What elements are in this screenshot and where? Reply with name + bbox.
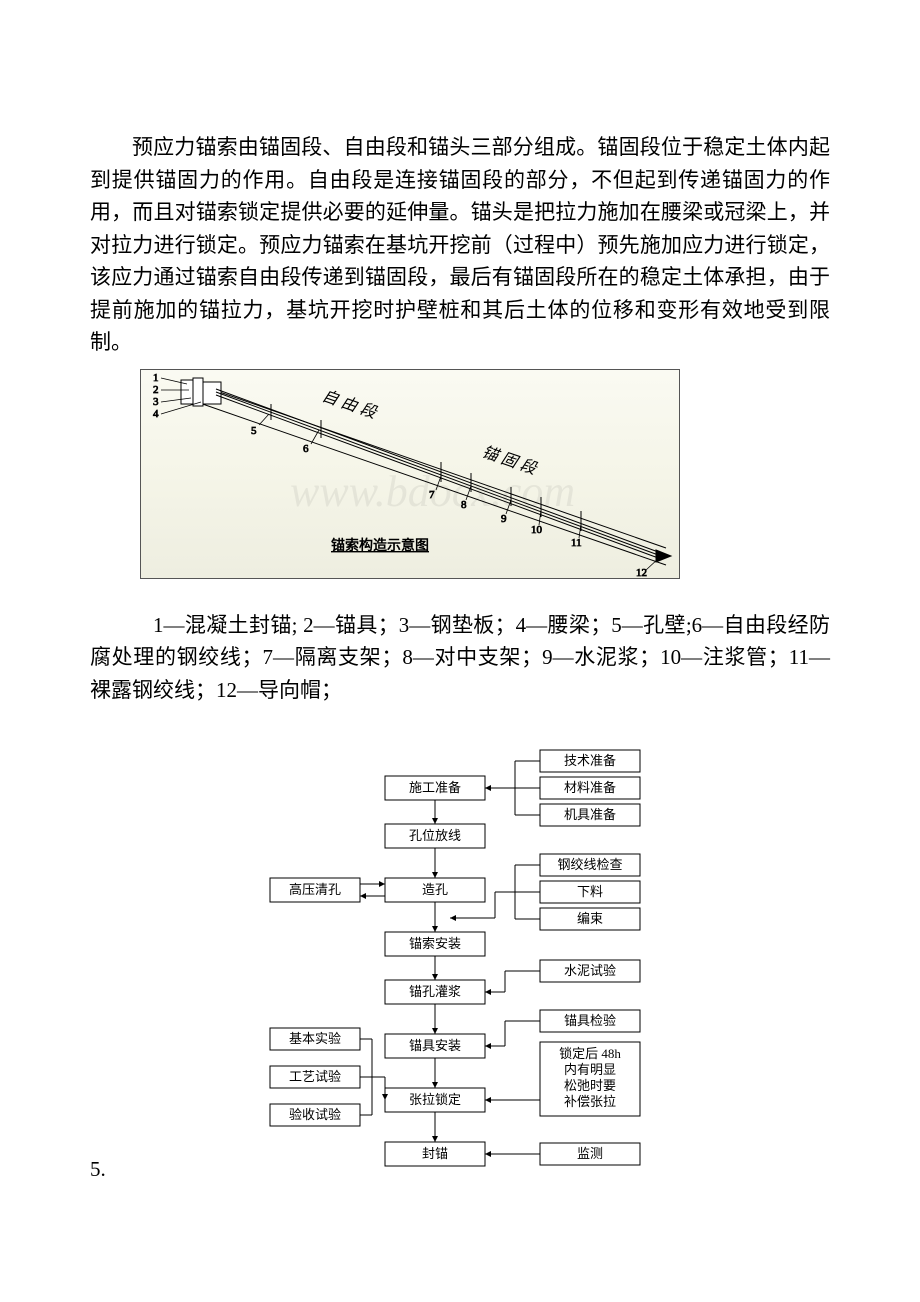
flow-right-zao-2: 编束 <box>577 911 603 926</box>
flowchart: 施工准备 孔位放线 造孔 锚索安装 锚孔灌浆 锚具安装 张拉锁定 封锚 技术准备 <box>260 746 660 1176</box>
anchor-diagram: 1 2 3 4 5 6 7 8 9 10 11 12 自 由 段 锚 固 段 锚… <box>140 369 680 579</box>
free-segment-label: 自 由 段 <box>320 387 381 423</box>
diag-num-3: 3 <box>153 396 159 408</box>
flow-right-fengmao: 监测 <box>577 1146 603 1161</box>
anchor-segment-label: 锚 固 段 <box>480 443 541 479</box>
flow-left-zaokong: 高压清孔 <box>289 882 341 897</box>
diag-num-8: 8 <box>461 499 467 511</box>
diag-num-7: 7 <box>429 489 435 501</box>
flow-main-7: 封锚 <box>422 1146 448 1161</box>
flow-right-anzhuang: 锚具检验 <box>564 1013 616 1028</box>
diagram-title: 锚索构造示意图 <box>331 537 429 554</box>
flow-main-1: 孔位放线 <box>409 828 461 843</box>
page-number: 5. <box>90 1157 106 1182</box>
diag-num-12: 12 <box>636 567 647 579</box>
flow-main-6: 张拉锁定 <box>409 1092 461 1107</box>
main-paragraph: 预应力锚索由锚固段、自由段和锚头三部分组成。锚固段位于稳定土体内起到提供锚固力的… <box>90 131 830 359</box>
flow-right-zao-1: 下料 <box>577 884 603 899</box>
flow-left-anz-2: 验收试验 <box>289 1107 341 1122</box>
flow-right-zhangla-l2: 内有明显 <box>564 1062 616 1077</box>
diag-num-6: 6 <box>303 443 309 455</box>
flowchart-svg: 施工准备 孔位放线 造孔 锚索安装 锚孔灌浆 锚具安装 张拉锁定 封锚 技术准备 <box>260 746 660 1176</box>
flow-right-zhangla-l3: 松弛时要 <box>564 1078 616 1093</box>
diag-num-1: 1 <box>153 372 159 384</box>
flow-left-anz-1: 工艺试验 <box>289 1069 341 1084</box>
diag-num-5: 5 <box>251 425 257 437</box>
flow-main-2: 造孔 <box>422 882 448 897</box>
flow-right-zao-0: 钢绞线检查 <box>557 857 622 872</box>
flow-main-3: 锚索安装 <box>409 936 461 951</box>
diag-num-2: 2 <box>153 384 159 396</box>
flow-right-prep-1: 材料准备 <box>564 780 616 795</box>
diagram-legend: 1—混凝土封锚; 2—锚具；3—钢垫板；4—腰梁；5—孔壁;6—自由段经防腐处理… <box>90 609 830 707</box>
flow-main-0: 施工准备 <box>409 780 461 795</box>
diag-num-4: 4 <box>153 408 159 420</box>
legend-text: 1—混凝土封锚; 2—锚具；3—钢垫板；4—腰梁；5—孔壁;6—自由段经防腐处理… <box>90 609 830 707</box>
flow-right-zhangla-l4: 补偿张拉 <box>564 1094 616 1109</box>
flow-right-guanjiang: 水泥试验 <box>564 963 616 978</box>
flow-right-prep-2: 机具准备 <box>564 807 616 822</box>
flow-right-zhangla-l1: 锁定后 48h <box>559 1046 621 1061</box>
diag-num-11: 11 <box>571 537 582 549</box>
diag-num-9: 9 <box>501 513 507 525</box>
flow-right-prep-0: 技术准备 <box>564 753 616 768</box>
flow-main-4: 锚孔灌浆 <box>409 984 461 999</box>
flow-main-5: 锚具安装 <box>409 1038 461 1053</box>
diag-num-10: 10 <box>531 524 543 536</box>
anchor-diagram-svg: 1 2 3 4 5 6 7 8 9 10 11 12 自 由 段 锚 固 段 锚… <box>141 370 681 580</box>
flow-left-anz-0: 基本实验 <box>289 1031 341 1046</box>
